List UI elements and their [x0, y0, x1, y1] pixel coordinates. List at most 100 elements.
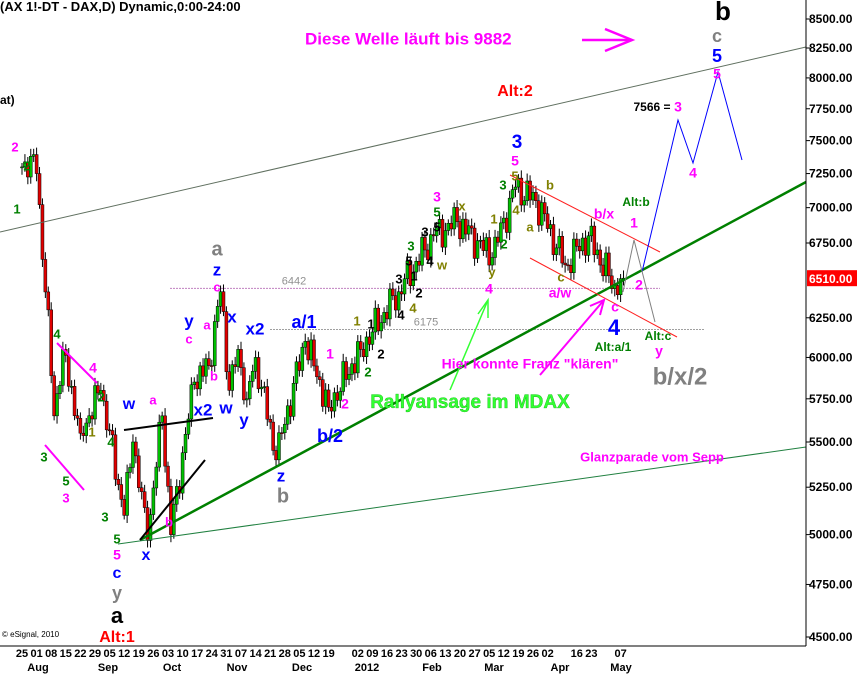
last-price-box [807, 270, 857, 287]
candle-body [534, 192, 538, 201]
candle-body [382, 312, 386, 323]
candle-body [391, 288, 395, 296]
wave-label: 2 [364, 364, 371, 379]
candle-body [230, 364, 234, 391]
candle-body [338, 391, 343, 401]
candle-body [540, 202, 544, 226]
wave-label: 5 [511, 168, 518, 183]
wave-label: y [488, 264, 496, 279]
wave-label: y [239, 410, 249, 429]
x-day-label: 25 [16, 648, 28, 660]
candle-body [192, 381, 197, 385]
candle-body [122, 499, 126, 516]
x-day-label: 16 [381, 648, 393, 660]
candle-body [312, 339, 316, 367]
candle-body [551, 224, 556, 255]
candle-body [455, 207, 459, 222]
candle-body [280, 432, 284, 434]
channel-upper [509, 174, 661, 253]
drawn-lines: 6442 6175 [170, 275, 705, 331]
wave-label: 4 [689, 165, 697, 181]
candle-body [399, 291, 404, 295]
wave-label: y [112, 583, 122, 603]
x-day-label: 02 [352, 648, 364, 660]
candle-body [107, 429, 112, 432]
wave-label: w [436, 257, 448, 272]
level-label: 6175 [414, 317, 438, 329]
candle-body [499, 222, 503, 243]
candle-body [610, 275, 614, 289]
candle-body [125, 472, 129, 516]
y-tick-label: 7750.00 [809, 102, 853, 116]
candle-body [504, 217, 509, 233]
candle-body [183, 433, 188, 454]
candle-body [37, 173, 42, 205]
x-month-label: May [610, 662, 632, 674]
candle-body [253, 357, 258, 372]
x-month-label: Feb [422, 662, 442, 674]
wave-label: c [611, 299, 619, 315]
candle-body [472, 227, 477, 259]
wave-label: y [655, 343, 663, 359]
candle-body [163, 415, 167, 467]
x-day-label: 10 [176, 648, 188, 660]
candle-body [198, 365, 202, 390]
wave-label: 2 [500, 236, 507, 251]
candle-body [303, 341, 307, 348]
candle-body [537, 200, 541, 226]
candle-body [212, 321, 217, 366]
candle-body [215, 306, 220, 322]
candle-body [110, 430, 115, 436]
y-tick-label: 5500.00 [809, 435, 853, 449]
candle-body [166, 465, 170, 487]
candle-body [361, 349, 366, 357]
x-day-label: 30 [410, 648, 422, 660]
candle-body [239, 349, 243, 368]
wave-label: 4 [608, 315, 621, 340]
x-day-label: 27 [468, 648, 480, 660]
wave-label: a [211, 238, 223, 260]
candle-body [402, 278, 407, 295]
x-day-label: 06 [425, 648, 437, 660]
wave-label: 4 [409, 300, 417, 315]
candle-body [431, 234, 436, 237]
wave-label: 1 [88, 424, 95, 439]
candle-body [321, 379, 325, 407]
arrow-rally-head [477, 297, 489, 318]
candle-body [31, 154, 36, 157]
wave-label: 1 [367, 316, 374, 331]
candle-body [569, 265, 573, 273]
candle-body [81, 432, 86, 436]
wave-label: 4 [485, 281, 493, 297]
candle-body [210, 365, 214, 367]
candle-body [449, 223, 453, 230]
candle-body [583, 237, 588, 256]
wave-label: 2 [341, 396, 349, 412]
candle-body [388, 288, 392, 320]
wave-label: 3 [421, 224, 428, 239]
wave-label: x [142, 547, 151, 564]
x-day-label: 12 [308, 648, 320, 660]
wave-label: 3 [499, 177, 506, 192]
candle-body [385, 312, 389, 320]
candle-body [513, 186, 518, 190]
candle-body [329, 407, 334, 412]
candle-body [204, 358, 208, 377]
candle-body [522, 200, 526, 206]
candle-body [318, 376, 322, 380]
candle-body [119, 484, 124, 500]
candle-body [116, 479, 121, 485]
candle-body [294, 361, 299, 384]
candle-body [423, 237, 427, 251]
wave-label: z [277, 466, 286, 485]
x-day-label: 28 [279, 648, 291, 660]
x-day-label: 05 [483, 648, 495, 660]
arrow-franz [539, 299, 605, 376]
candle-body [189, 384, 194, 420]
candle-body [350, 363, 354, 375]
wave-label: 2 [11, 139, 18, 154]
candle-body [66, 355, 71, 387]
candle-body [577, 245, 582, 252]
y-tick-label: 7000.00 [809, 201, 853, 215]
